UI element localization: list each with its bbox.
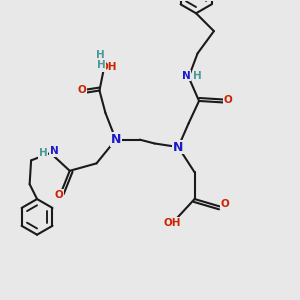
Text: OH: OH xyxy=(164,218,181,228)
Text: H: H xyxy=(97,60,105,70)
Text: OH: OH xyxy=(100,62,117,72)
Text: O: O xyxy=(221,199,230,209)
Text: N: N xyxy=(173,140,183,154)
Text: N: N xyxy=(111,133,121,146)
Text: N: N xyxy=(50,146,58,157)
Text: H: H xyxy=(39,148,47,158)
Text: O: O xyxy=(224,95,233,105)
Text: H: H xyxy=(193,71,202,81)
Text: O: O xyxy=(55,190,64,200)
Text: N: N xyxy=(182,71,190,81)
Text: H: H xyxy=(96,50,105,60)
Text: O: O xyxy=(77,85,86,95)
